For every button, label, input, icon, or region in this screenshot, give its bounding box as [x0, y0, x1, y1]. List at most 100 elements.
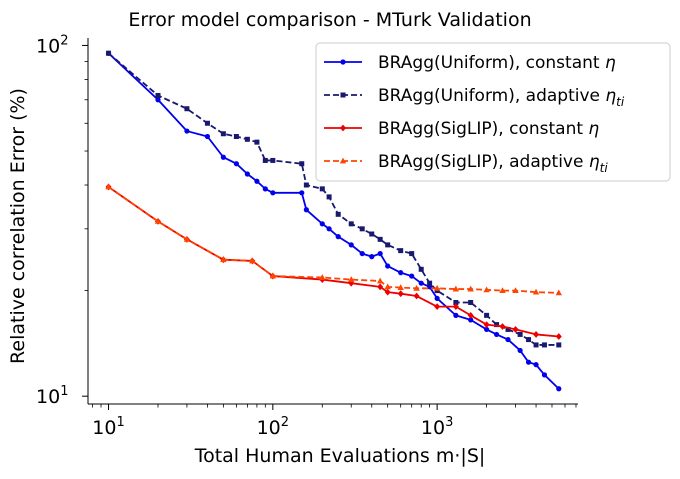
data-point: [541, 342, 547, 348]
data-point: [494, 322, 500, 328]
data-point: [105, 183, 112, 190]
y-axis-label: Relative correlation Error (%): [7, 88, 29, 364]
data-point: [413, 284, 420, 291]
data-point: [556, 342, 562, 348]
data-point: [483, 321, 490, 328]
data-point: [270, 157, 276, 163]
data-point: [505, 336, 511, 343]
data-point: [398, 270, 404, 276]
data-point: [369, 254, 375, 260]
data-point: [525, 359, 532, 365]
data-point: [348, 242, 354, 248]
data-point: [453, 312, 459, 318]
data-point: [468, 317, 474, 323]
chart-title: Error model comparison - MTurk Validatio…: [128, 9, 531, 31]
series-line: [108, 186, 559, 294]
data-point: [418, 266, 424, 272]
legend-label: BRAgg(Uniform), adaptive ηti: [378, 86, 625, 109]
data-point: [348, 221, 354, 227]
data-point: [220, 256, 227, 263]
data-point: [233, 161, 239, 167]
data-point: [155, 92, 161, 98]
data-point: [244, 136, 250, 142]
data-point: [262, 186, 268, 192]
data-point: [184, 128, 190, 134]
legend-marker: [340, 124, 346, 132]
data-point: [348, 279, 355, 287]
legend-label: BRAgg(SigLIP), constant η: [378, 119, 599, 139]
legend-marker: [339, 157, 347, 164]
data-point: [483, 286, 490, 293]
data-point: [155, 97, 161, 103]
x-tick-label: 103: [421, 415, 453, 439]
data-point: [418, 280, 424, 286]
data-point: [270, 190, 276, 196]
data-point: [433, 284, 441, 291]
data-point: [452, 303, 459, 311]
legend: BRAgg(Uniform), constant η BRAgg(Uniform)…: [315, 42, 671, 182]
data-point: [512, 326, 519, 333]
data-point: [468, 299, 474, 305]
data-point: [335, 234, 341, 240]
data-point: [249, 257, 256, 264]
data-point: [377, 283, 384, 291]
data-point: [467, 311, 474, 319]
data-point: [397, 284, 404, 290]
legend-entry: BRAgg(Uniform), adaptive ηti: [324, 86, 625, 109]
x-tick-label: 102: [257, 415, 289, 439]
data-point: [303, 182, 309, 188]
data-point: [434, 295, 440, 302]
legend-marker: [340, 92, 346, 98]
data-point: [427, 280, 433, 286]
data-point: [376, 277, 384, 284]
data-point: [397, 290, 404, 298]
legend-entry: BRAgg(SigLIP), constant η: [324, 119, 599, 139]
legend-marker: [340, 59, 346, 65]
y-tick-label: 101: [36, 384, 68, 408]
data-point: [359, 250, 365, 257]
data-point: [483, 326, 490, 333]
series-3: [105, 183, 562, 296]
data-point: [377, 250, 383, 257]
data-point: [517, 347, 523, 354]
x-tick-label: 101: [92, 415, 124, 439]
data-point: [541, 372, 548, 378]
data-point: [269, 272, 277, 279]
x-axis-label: Total Human Evaluations m·|S|: [194, 445, 486, 467]
data-point: [413, 292, 420, 300]
data-point: [244, 171, 250, 177]
data-point: [467, 285, 474, 292]
data-point: [106, 50, 112, 56]
data-point: [254, 178, 260, 184]
data-point: [233, 134, 239, 140]
data-point: [385, 263, 391, 269]
data-point: [499, 287, 506, 293]
y-tick-label: 102: [36, 33, 68, 57]
data-point: [204, 120, 210, 126]
data-point: [220, 154, 226, 160]
data-point: [384, 288, 391, 296]
data-point: [319, 221, 325, 227]
data-point: [533, 342, 539, 348]
data-point: [299, 161, 305, 167]
data-point: [505, 326, 511, 332]
data-point: [526, 337, 532, 343]
data-point: [533, 331, 540, 338]
data-point: [493, 331, 500, 338]
data-point: [533, 362, 539, 368]
data-point: [512, 287, 519, 293]
data-point: [434, 303, 441, 311]
data-point: [532, 288, 540, 295]
data-point: [220, 131, 226, 137]
data-point: [385, 242, 391, 248]
legend-label: BRAgg(SigLIP), adaptive ηti: [378, 152, 608, 175]
data-point: [348, 276, 355, 282]
data-point: [398, 248, 404, 254]
data-point: [555, 333, 562, 340]
data-point: [409, 251, 415, 257]
data-point: [556, 386, 562, 392]
data-point: [319, 186, 325, 192]
data-point: [384, 283, 391, 290]
data-point: [183, 235, 191, 242]
